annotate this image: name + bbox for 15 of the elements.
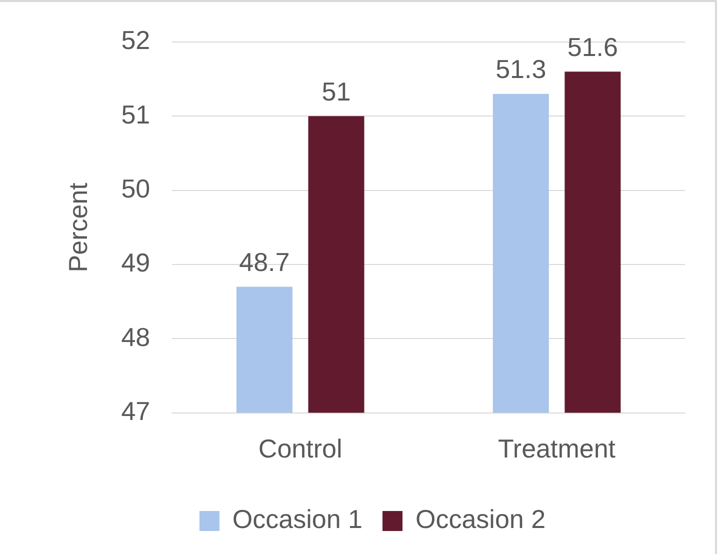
y-tick-label: 50 xyxy=(121,173,150,204)
x-tick-label: Control xyxy=(258,434,342,464)
data-label: 51.3 xyxy=(496,54,546,84)
y-tick-label: 49 xyxy=(121,248,150,278)
data-label: 51 xyxy=(322,76,351,106)
legend-label: Occasion 1 xyxy=(232,504,363,534)
data-label: 51.6 xyxy=(567,32,618,62)
y-tick-label: 52 xyxy=(121,25,150,56)
legend-label: Occasion 2 xyxy=(416,504,546,534)
y-tick-label: 48 xyxy=(121,322,150,352)
data-label: 48.7 xyxy=(239,246,290,277)
x-tick-label: Treatment xyxy=(498,434,616,464)
y-axis-title: Percent xyxy=(62,182,93,272)
y-tick-label: 51 xyxy=(121,99,150,130)
y-tick-label: 47 xyxy=(121,396,150,426)
